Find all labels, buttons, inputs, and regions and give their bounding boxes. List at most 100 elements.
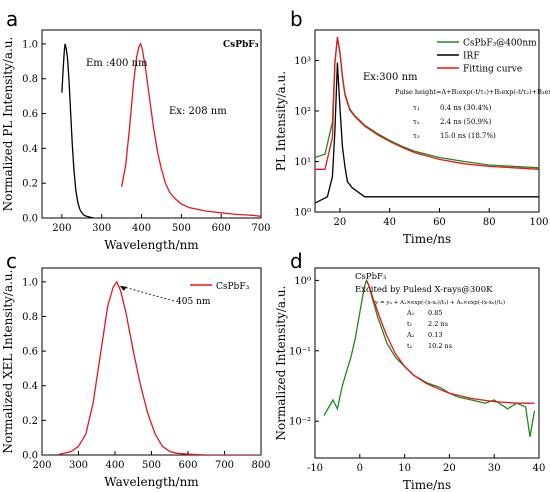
annotation-subtitle: Excited by Pulesd X-rays@300K — [355, 285, 493, 295]
legend-entry: CsPbF₃ — [216, 282, 250, 292]
x-tick-label: 20 — [443, 463, 456, 474]
panel-label: d — [290, 249, 303, 273]
y-tick-label: 10⁰ — [294, 276, 311, 287]
panel-b: b 20 40 60 80 100 10⁰ 10¹ 10² 10³ Time/ns PL Intens… — [274, 7, 550, 246]
panel-label: c — [6, 249, 17, 273]
legend-entry: IRF — [463, 52, 480, 62]
x-tick-label: 40 — [533, 463, 546, 474]
x-tick-label: 30 — [488, 463, 501, 474]
fit-value: 2.2 ns — [428, 320, 448, 328]
fit-value: 0.4 ns (30.4%) — [440, 104, 492, 112]
x-tick-label: 700 — [215, 460, 234, 471]
annotation-ex: Ex: 208 nm — [169, 106, 227, 117]
series-line-cspbf- — [56, 280, 261, 455]
y-tick-label: 10² — [294, 106, 311, 117]
x-tick-label: 60 — [433, 217, 446, 228]
panel-label: a — [6, 7, 18, 31]
annotation-excitation: Ex:300 nm — [363, 72, 418, 83]
x-tick-label: 200 — [32, 460, 51, 471]
y-axis-label: Normalized XEL Intensity/a.u. — [1, 270, 15, 454]
fit-formula: y = y₀ + A₁×exp(-(x-x₀)/t₁) + A₂×exp(-(x… — [374, 299, 505, 306]
x-axis-label: Time/ns — [403, 478, 451, 492]
panel-label: b — [290, 7, 303, 31]
annotation-title: CsPbF₃ — [223, 40, 259, 50]
x-axis-label: Wavelength/nm — [104, 475, 199, 489]
x-axis-label: Wavelength/nm — [104, 238, 199, 252]
y-tick-label: 10³ — [294, 56, 311, 67]
y-tick-label: 1.0 — [22, 277, 38, 288]
y-tick-label: 0.6 — [22, 109, 38, 120]
series-line-ex-208-nm — [120, 42, 261, 217]
y-tick-label: 10⁻¹ — [289, 346, 311, 357]
y-tick-label: 0.8 — [22, 312, 38, 323]
y-tick-label: 0.8 — [22, 74, 38, 85]
y-tick-label: 10⁰ — [294, 208, 311, 219]
x-tick-label: 300 — [92, 223, 111, 234]
fit-value: 0.13 — [428, 331, 442, 339]
x-tick-label: 10 — [398, 463, 411, 474]
legend-entry: CsPbF₃@400nm — [463, 39, 537, 49]
series-line-fitting-curve — [315, 36, 539, 170]
series-line-cspbf-400nm — [315, 37, 539, 169]
x-tick-label: 0 — [357, 463, 363, 474]
fit-value: 10.2 ns — [428, 342, 452, 350]
y-tick-label: 0.2 — [22, 416, 38, 427]
x-tick-label: 40 — [383, 217, 396, 228]
x-tick-label: 700 — [251, 223, 270, 234]
fit-param: τ₃ — [413, 132, 420, 140]
y-axis-label: PL Intensity/a.u. — [274, 71, 288, 171]
x-tick-label: -10 — [307, 463, 323, 474]
fit-formula: Pulse height=A+B₁exp(-t/τ₁)+B₂exp(-t/τ₂)… — [395, 88, 550, 96]
x-tick-label: 500 — [172, 223, 191, 234]
x-tick-label: 800 — [251, 460, 270, 471]
fit-param: A₁ — [406, 309, 415, 317]
peak-arrow — [119, 285, 175, 302]
fit-value: 15.0 ns (18.7%) — [440, 132, 496, 140]
plot-frame — [41, 29, 262, 219]
legend-entry: Fitting curve — [463, 65, 522, 75]
plot-frame — [314, 267, 540, 459]
y-axis-label: Normalized PL Intensity/a.u. — [1, 37, 15, 212]
fit-param: A₂ — [406, 331, 415, 339]
fit-value: 2.4 ns (50.9%) — [440, 118, 492, 126]
plot-frame — [41, 267, 262, 456]
y-tick-label: 10⁻² — [289, 417, 311, 428]
x-tick-label: 400 — [132, 223, 151, 234]
series-line-em-400-nm — [61, 43, 94, 218]
x-tick-label: 100 — [529, 217, 548, 228]
x-tick-label: 80 — [483, 217, 496, 228]
panel-a: a 200 300 400 500 600 700 0.0 0.2 0.4 0.6 0.8 1.0 Wav… — [1, 7, 271, 252]
x-tick-label: 400 — [105, 460, 124, 471]
x-tick-label: 600 — [178, 460, 197, 471]
series-line-fit — [365, 280, 535, 404]
annotation-em: Em :400 nm — [86, 58, 148, 69]
panel-d: d -10 0 10 20 30 40 10⁻² 10⁻¹ 10⁰ Time/ns Normalize… — [274, 249, 545, 492]
y-tick-label: 0.4 — [22, 144, 38, 155]
panel-c: c 200 300 400 500 600 700 800 0.0 0.2 0.4 0.6 0.8 1.0… — [1, 249, 271, 489]
y-tick-label: 10¹ — [294, 157, 311, 168]
x-axis-label: Time/ns — [403, 232, 451, 246]
x-tick-label: 200 — [52, 223, 71, 234]
peak-label: 405 nm — [176, 297, 211, 307]
y-axis-label: Normalized Intensity/a.u. — [274, 286, 288, 441]
x-tick-label: 500 — [142, 460, 161, 471]
y-tick-label: 0.0 — [22, 214, 38, 225]
x-tick-label: 20 — [334, 217, 347, 228]
y-tick-label: 0.6 — [22, 347, 38, 358]
y-tick-label: 0.4 — [22, 381, 38, 392]
fit-value: 0.85 — [428, 309, 442, 317]
fit-param: τ₂ — [413, 118, 420, 126]
x-tick-label: 600 — [212, 223, 231, 234]
fit-param: τ₁ — [413, 104, 420, 112]
y-tick-label: 0.2 — [22, 179, 38, 190]
y-tick-label: 0.0 — [22, 451, 38, 462]
plot-frame — [314, 29, 540, 213]
annotation-title: CsPbF₃ — [355, 272, 386, 282]
fit-param: t₂ — [407, 342, 413, 350]
y-tick-label: 1.0 — [22, 39, 38, 50]
series-line-irf — [315, 62, 539, 204]
peak-arrowhead — [119, 285, 127, 291]
fit-param: t₁ — [407, 320, 413, 328]
x-tick-label: 300 — [69, 460, 88, 471]
